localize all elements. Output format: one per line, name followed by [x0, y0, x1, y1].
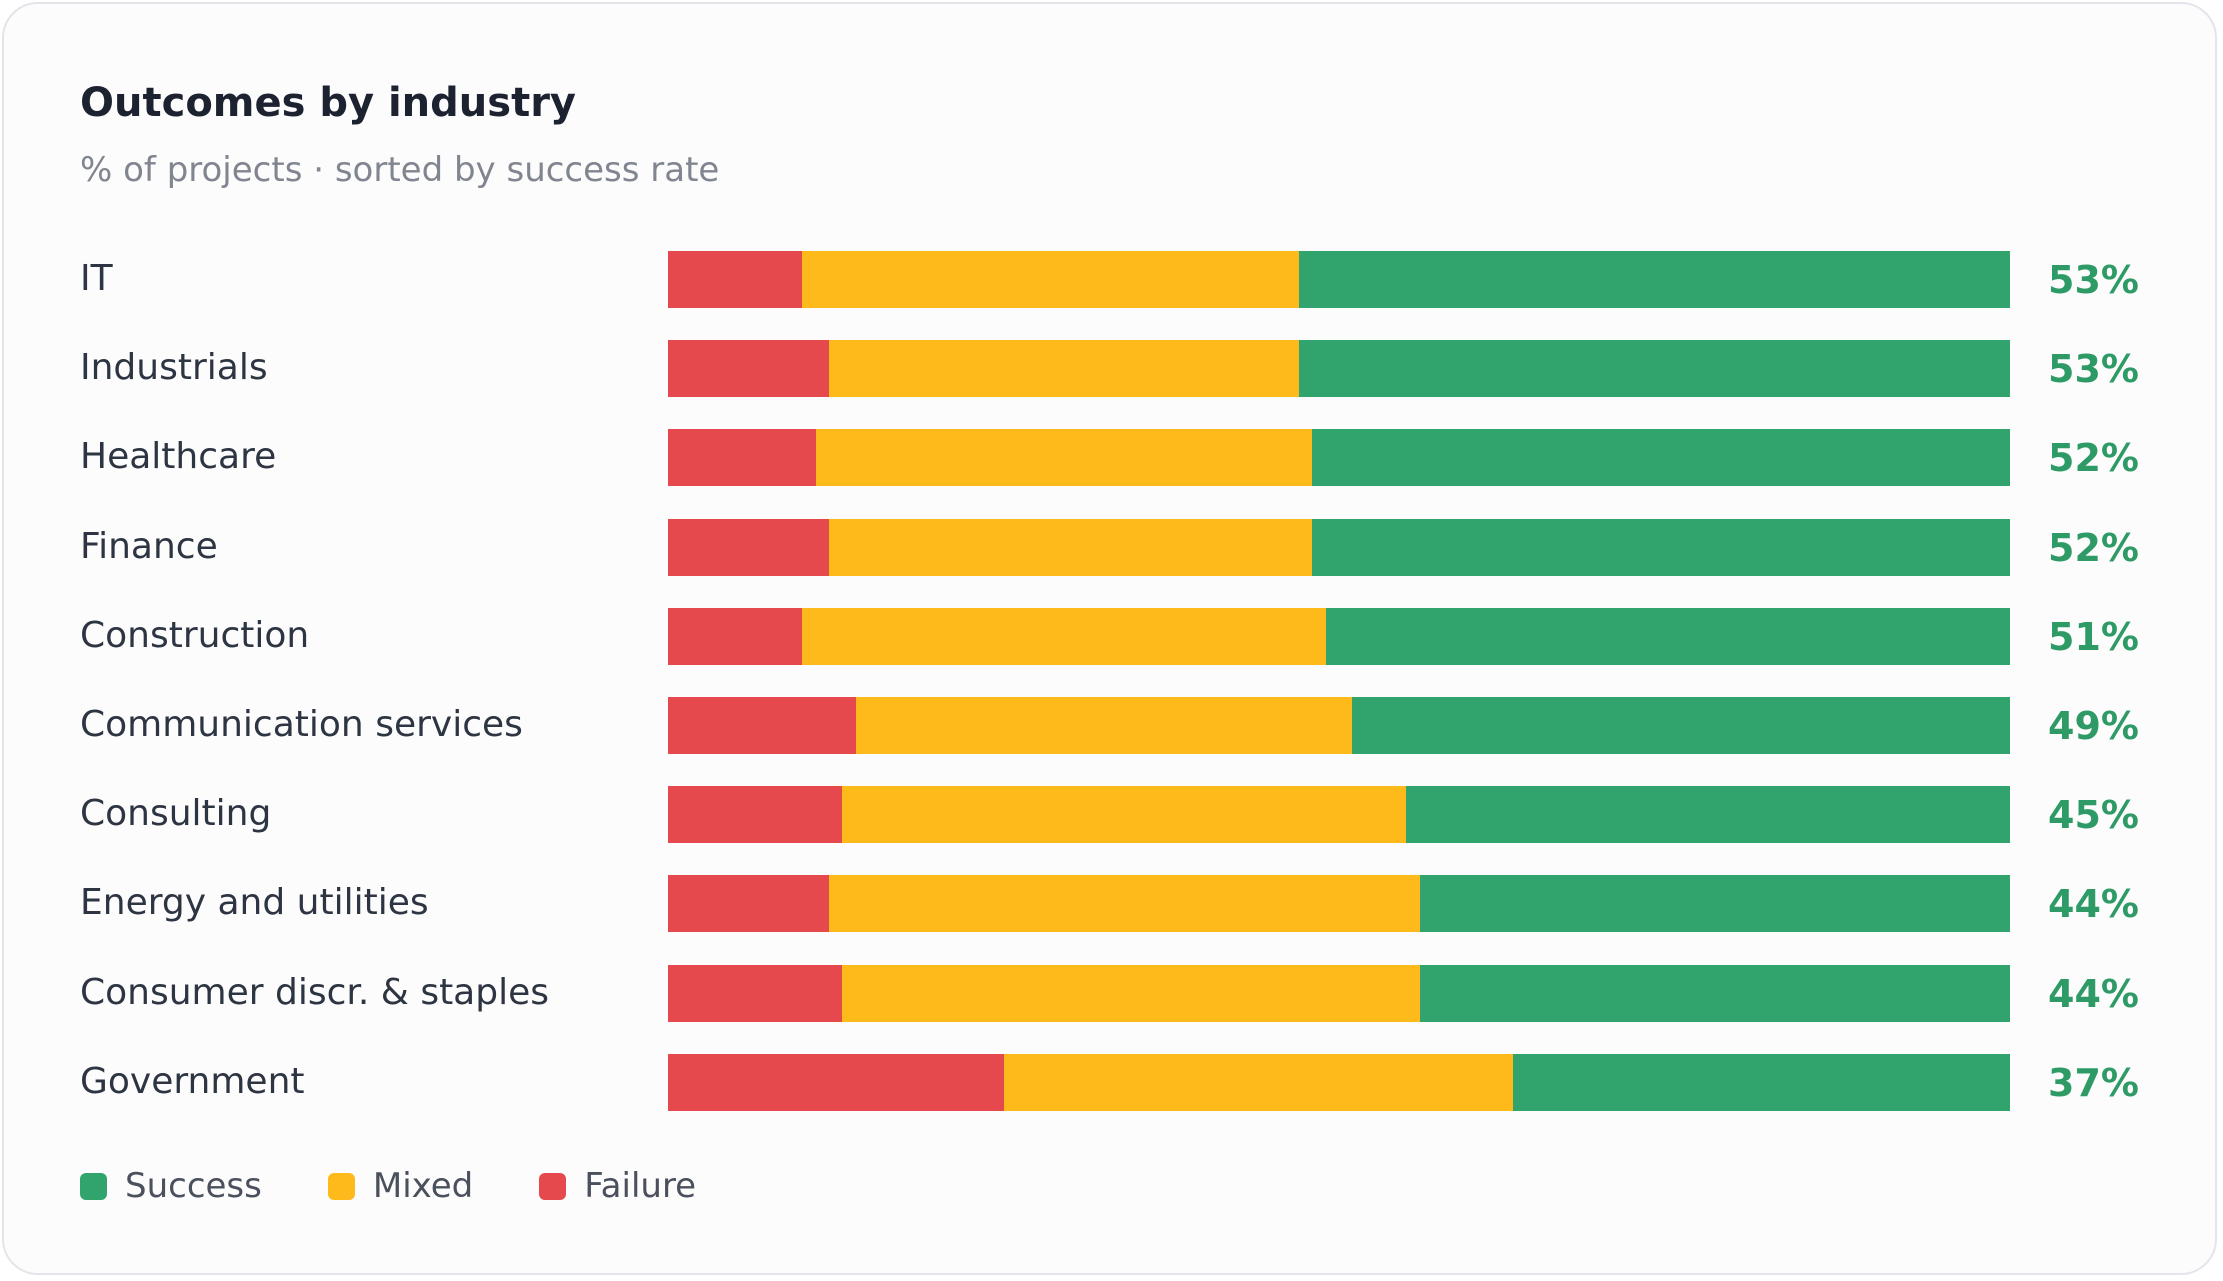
- stacked-bar: [668, 518, 2010, 576]
- bar-segment-success: [1298, 340, 2010, 398]
- category-label: Consumer discr. & staples: [80, 971, 550, 1013]
- bar-segment-success: [1325, 607, 2010, 665]
- success-rate-label: 49%: [2048, 704, 2139, 748]
- category-label: Communication services: [80, 704, 523, 745]
- bar-segment-failure: [668, 429, 816, 487]
- bar-segment-mixed: [855, 697, 1353, 754]
- category-label: Government: [80, 1060, 305, 1102]
- bar-segment-failure: [668, 340, 830, 398]
- stacked-bar: [668, 786, 2010, 844]
- bar-segment-mixed: [815, 429, 1313, 487]
- legend-item-mixed: Mixed: [327, 1166, 474, 1206]
- category-label: Finance: [80, 525, 218, 567]
- success-rate-label: 53%: [2048, 258, 2139, 302]
- bar-segment-success: [1419, 964, 2010, 1022]
- category-label: Industrials: [80, 347, 268, 389]
- bar-segment-mixed: [829, 340, 1299, 398]
- legend-label: Failure: [584, 1166, 697, 1206]
- success-rate-label: 45%: [2048, 793, 2139, 838]
- bar-segment-mixed: [829, 518, 1313, 576]
- stacked-bar: [668, 429, 2010, 487]
- stacked-bar: [668, 1053, 2010, 1111]
- bar-segment-mixed: [829, 875, 1420, 933]
- success-rate-label: 52%: [2048, 436, 2139, 481]
- bar-segment-mixed: [802, 251, 1299, 308]
- success-rate-label: 44%: [2048, 971, 2139, 1016]
- bar-segment-failure: [668, 1053, 1004, 1111]
- bar-segment-success: [1312, 518, 2010, 576]
- bar-segment-failure: [668, 964, 843, 1022]
- bar-segment-success: [1406, 786, 2010, 844]
- stacked-bar: [668, 697, 2010, 754]
- bar-segment-success: [1513, 1053, 2010, 1111]
- success-rate-label: 51%: [2048, 614, 2139, 659]
- legend-item-success: Success: [80, 1166, 262, 1206]
- legend-item-failure: Failure: [539, 1166, 696, 1206]
- legend-label: Mixed: [372, 1166, 474, 1206]
- legend-swatch: [539, 1172, 567, 1200]
- bar-segment-failure: [668, 697, 856, 754]
- bar-segment-failure: [668, 518, 830, 576]
- bar-segment-success: [1352, 697, 2010, 754]
- category-label: Energy and utilities: [80, 882, 429, 924]
- bar-segment-mixed: [1003, 1053, 1514, 1111]
- success-rate-label: 37%: [2048, 1060, 2139, 1105]
- category-label: Construction: [80, 614, 310, 656]
- bar-segment-success: [1298, 251, 2010, 308]
- bar-segment-failure: [668, 875, 830, 933]
- category-label: Consulting: [80, 793, 272, 835]
- category-label: Healthcare: [80, 436, 277, 478]
- stacked-bar: [668, 251, 2010, 308]
- success-rate-label: 53%: [2048, 347, 2139, 392]
- legend-label: Success: [125, 1166, 262, 1206]
- category-label: IT: [80, 258, 113, 299]
- bar-segment-failure: [668, 607, 803, 665]
- legend-swatch: [327, 1172, 355, 1200]
- bar-segment-success: [1312, 429, 2010, 487]
- legend-swatch: [80, 1172, 107, 1200]
- stacked-bar: [668, 964, 2010, 1022]
- success-rate-label: 52%: [2048, 525, 2139, 570]
- stacked-bar: [668, 340, 2010, 398]
- stacked-bar: [668, 875, 2010, 933]
- legend: Success Mixed Failure: [80, 1164, 762, 1208]
- bar-segment-failure: [668, 251, 803, 308]
- chart-subtitle: % of projects · sorted by success rate: [80, 150, 720, 190]
- bar-segment-failure: [668, 786, 843, 844]
- bar-segment-success: [1419, 875, 2010, 933]
- stacked-bar: [668, 607, 2010, 665]
- bar-segment-mixed: [802, 607, 1326, 665]
- bar-segment-mixed: [842, 964, 1420, 1022]
- success-rate-label: 44%: [2048, 882, 2139, 927]
- bar-segment-mixed: [842, 786, 1407, 844]
- chart-title: Outcomes by industry: [80, 80, 576, 126]
